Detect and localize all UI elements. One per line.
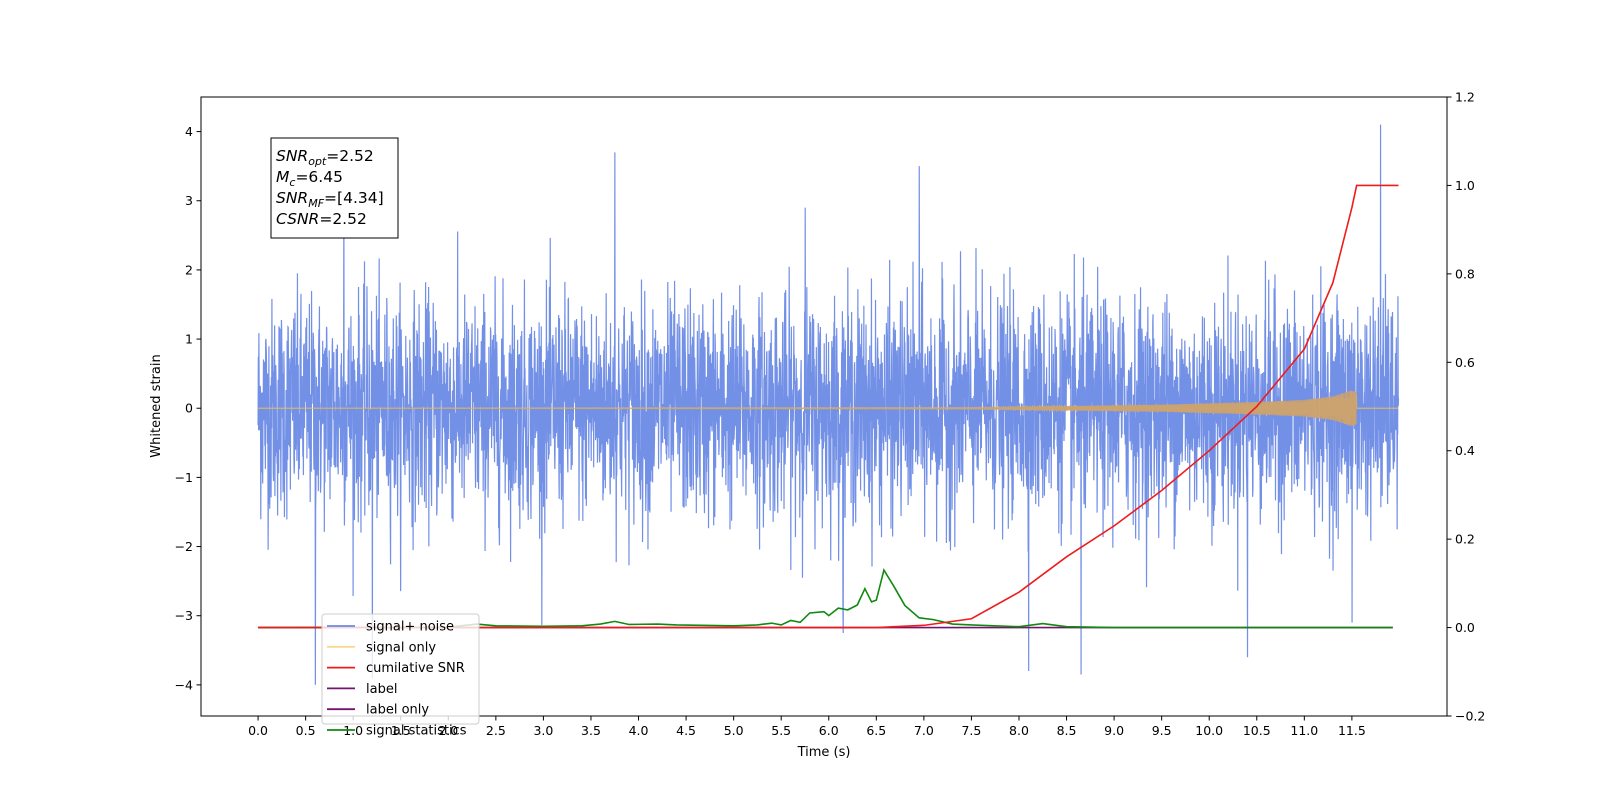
y-tick-label: 4 [185, 124, 193, 139]
legend-entry-label: signal statistics [366, 724, 467, 739]
stats-annotation-line: Mc=6.45 [276, 168, 343, 189]
y-tick-label: −1 [175, 470, 193, 485]
ticks-layer: 0.0 0.5 1.0 1.5 2.0 2.5 3.0 3.5 4.0 4.5 5.0 5.5 6.0 6… [175, 90, 1486, 739]
legend-entry-label: label [366, 682, 397, 697]
x-tick-label: 2.5 [486, 723, 506, 738]
y2-tick-label: 0.4 [1455, 443, 1475, 458]
legend-box [321, 613, 480, 725]
plot-frame [200, 96, 1448, 717]
y2-tick-label: 1.0 [1455, 178, 1475, 193]
stats-annotation-line: CSNR=2.52 [276, 210, 367, 228]
stats-annotation-line: SNRMF=[4.34] [276, 189, 384, 210]
y-tick-label: −4 [175, 677, 193, 692]
x-tick-label: 8.0 [1009, 723, 1029, 738]
y2-tick-label: 0.8 [1455, 266, 1475, 281]
x-tick-label: 5.5 [771, 723, 791, 738]
y-tick-label: 2 [185, 262, 193, 277]
x-tick-label: 7.0 [914, 723, 934, 738]
series-cumulative-snr-line [258, 184, 1399, 629]
y-tick-label: −2 [175, 539, 193, 554]
y2-tick-label: 0.6 [1455, 355, 1475, 370]
x-tick-label: 9.0 [1104, 723, 1124, 738]
x-tick-label: 4.5 [676, 723, 696, 738]
x-tick-label: 0.0 [248, 723, 268, 738]
x-tick-label: 10.5 [1243, 723, 1271, 738]
legend-entry-label: signal+ noise [366, 620, 454, 635]
x-tick-label: 1.5 [391, 723, 411, 738]
series-signal-statistics-line [258, 568, 1393, 629]
stats-annotation-box [270, 137, 399, 239]
series-signal-only-band [258, 390, 1357, 426]
x-tick-label: 7.5 [961, 723, 981, 738]
y-tick-label: −3 [175, 608, 193, 623]
legend-entry-label: signal only [366, 640, 436, 655]
y2-tick-label: 0.2 [1455, 532, 1475, 547]
y2-tick-label: 0.0 [1455, 620, 1475, 635]
y-tick-label: 3 [185, 193, 193, 208]
legend-entry-label: cumilative SNR [366, 661, 465, 676]
x-tick-label: 9.5 [1152, 723, 1172, 738]
series-layer [257, 124, 1400, 685]
x-tick-label: 6.5 [866, 723, 886, 738]
x-tick-label: 10.0 [1195, 723, 1223, 738]
y2-tick-label: −0.2 [1455, 709, 1485, 724]
x-tick-label: 5.0 [724, 723, 744, 738]
x-tick-label: 3.0 [533, 723, 553, 738]
legend: signal+ noise signal only cumilative SNR la… [321, 613, 480, 739]
x-tick-label: 11.0 [1290, 723, 1318, 738]
y-tick-label: 1 [185, 332, 193, 347]
stats-annotation-line: SNRopt=2.52 [276, 147, 374, 168]
x-tick-label: 0.5 [296, 723, 316, 738]
x-tick-label: 4.0 [629, 723, 649, 738]
y-axis-label: Whitened strain [149, 354, 164, 457]
x-axis-label: Time (s) [797, 745, 851, 760]
x-tick-label: 2.0 [438, 723, 458, 738]
x-tick-label: 6.0 [819, 723, 839, 738]
x-tick-label: 3.5 [581, 723, 601, 738]
legend-entry-label: label only [366, 703, 429, 718]
x-tick-label: 8.5 [1057, 723, 1077, 738]
x-tick-label: 11.5 [1338, 723, 1366, 738]
y-tick-label: 0 [185, 401, 193, 416]
y2-tick-label: 1.2 [1455, 90, 1475, 105]
